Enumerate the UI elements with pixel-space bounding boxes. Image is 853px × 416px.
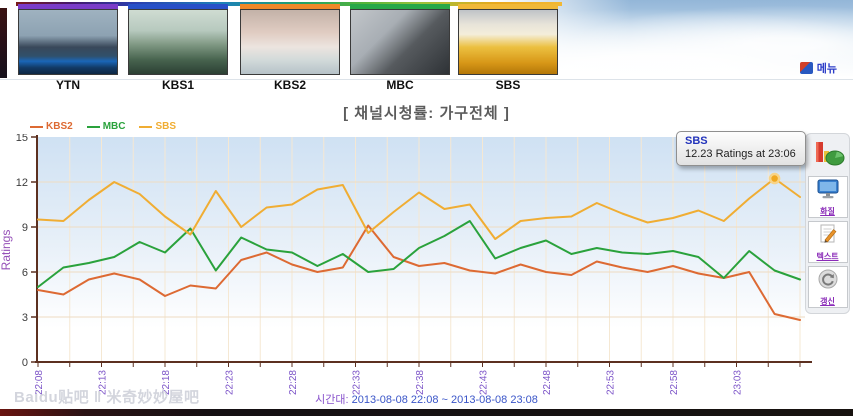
svg-text:3: 3	[22, 312, 28, 324]
channel-label: MBC	[386, 78, 414, 92]
svg-text:22:33: 22:33	[352, 370, 363, 395]
tooltip-channel: SBS	[685, 135, 708, 147]
svg-text:0: 0	[22, 357, 28, 369]
channel-label: YTN	[56, 78, 80, 92]
svg-text:22:13: 22:13	[98, 370, 109, 395]
svg-text:9: 9	[22, 222, 28, 234]
header-divider	[0, 79, 853, 80]
bottom-bar	[0, 409, 853, 416]
legend-item-sbs: SBS	[139, 121, 176, 132]
chart-legend: KBS2 MBC SBS	[30, 121, 176, 132]
legend-swatch	[139, 125, 153, 128]
toolbar-button-label: 텍스트	[816, 251, 839, 261]
svg-text:Ratings: Ratings	[0, 230, 13, 271]
series-line-sbs	[37, 177, 801, 240]
toolbar-button-label: 화질	[820, 206, 835, 216]
svg-text:12: 12	[16, 177, 28, 189]
toolbar-button-monitor[interactable]: 화질	[807, 176, 848, 218]
photo-edge	[0, 8, 7, 78]
menu-label: 메뉴	[816, 63, 837, 75]
legend-item-mbc: MBC	[86, 121, 126, 132]
highlight-dot	[768, 172, 781, 185]
channel-label: KBS2	[273, 78, 306, 92]
channel-screenshot	[18, 9, 118, 75]
channel-color-bar	[128, 4, 228, 9]
channel-color-bar	[18, 4, 118, 9]
series-line-mbc	[37, 220, 801, 288]
ratings-chart[interactable]: 0 3 6 9 12 15 22:08 22:13 22:18 22:23 22:28 22:33 22…	[0, 134, 820, 406]
channel-thumb-sbs[interactable]: SBS	[458, 4, 558, 92]
chart-logo-icon	[811, 138, 845, 173]
legend-swatch	[30, 125, 43, 128]
channel-thumb-kbs1[interactable]: KBS1	[128, 4, 228, 92]
channel-color-bar	[240, 4, 340, 9]
menu-thumbnail-icon	[799, 62, 813, 74]
svg-text:22:18: 22:18	[161, 370, 172, 395]
svg-text:23:03: 23:03	[733, 370, 744, 395]
toolbar-button-label: 갱신	[820, 296, 835, 306]
monitor-icon	[816, 178, 840, 205]
time-range-value: 2013-08-08 22:08 ~ 2013-08-08 23:08	[351, 394, 538, 406]
toolbar-button-refresh[interactable]: 갱신	[807, 266, 848, 308]
channel-thumb-kbs2[interactable]: KBS2	[240, 4, 340, 92]
legend-label: SBS	[155, 121, 177, 132]
toolbar-button-text[interactable]: 텍스트	[807, 221, 848, 263]
legend-swatch	[86, 125, 100, 128]
page-title: [ 채널시청률: 가구전체 ]	[343, 105, 510, 122]
channel-screenshot	[128, 9, 228, 75]
svg-text:22:38: 22:38	[415, 370, 426, 395]
svg-text:22:08: 22:08	[34, 370, 45, 395]
legend-label: MBC	[102, 121, 126, 132]
svg-text:22:28: 22:28	[288, 370, 299, 395]
svg-text:6: 6	[22, 267, 28, 279]
time-range-label: 시간대:	[315, 394, 349, 406]
time-range: 시간대: 2013-08-08 22:08 ~ 2013-08-08 23:08	[0, 391, 853, 407]
channel-screenshot	[458, 9, 558, 75]
svg-text:22:43: 22:43	[479, 370, 490, 395]
menu-link[interactable]: 메뉴	[799, 60, 837, 76]
svg-text:22:58: 22:58	[669, 370, 680, 395]
svg-text:22:48: 22:48	[542, 370, 553, 395]
channel-thumb-mbc[interactable]: MBC	[350, 4, 450, 92]
legend-label: KBS2	[46, 121, 73, 132]
channel-thumb-ytn[interactable]: YTN	[18, 4, 118, 92]
refresh-icon	[817, 268, 839, 295]
channel-screenshot	[240, 9, 340, 75]
tooltip-text: 12.23 Ratings at 23:06	[685, 148, 796, 160]
series-line-kbs2	[37, 224, 801, 321]
chart-tooltip: SBS 12.23 Ratings at 23:06	[676, 131, 806, 166]
text-icon	[817, 223, 839, 250]
watermark: Baidu贴吧 ‖ 米奇妙妙屋吧	[14, 389, 200, 406]
channel-color-bar	[350, 4, 450, 9]
svg-text:22:23: 22:23	[225, 370, 236, 395]
svg-text:22:53: 22:53	[606, 370, 617, 395]
channel-label: KBS1	[161, 78, 194, 92]
channel-screenshot	[350, 9, 450, 75]
channel-label: SBS	[495, 78, 521, 92]
channel-color-bar	[458, 4, 558, 9]
legend-item-kbs2: KBS2	[30, 121, 73, 132]
svg-text:15: 15	[16, 134, 28, 144]
